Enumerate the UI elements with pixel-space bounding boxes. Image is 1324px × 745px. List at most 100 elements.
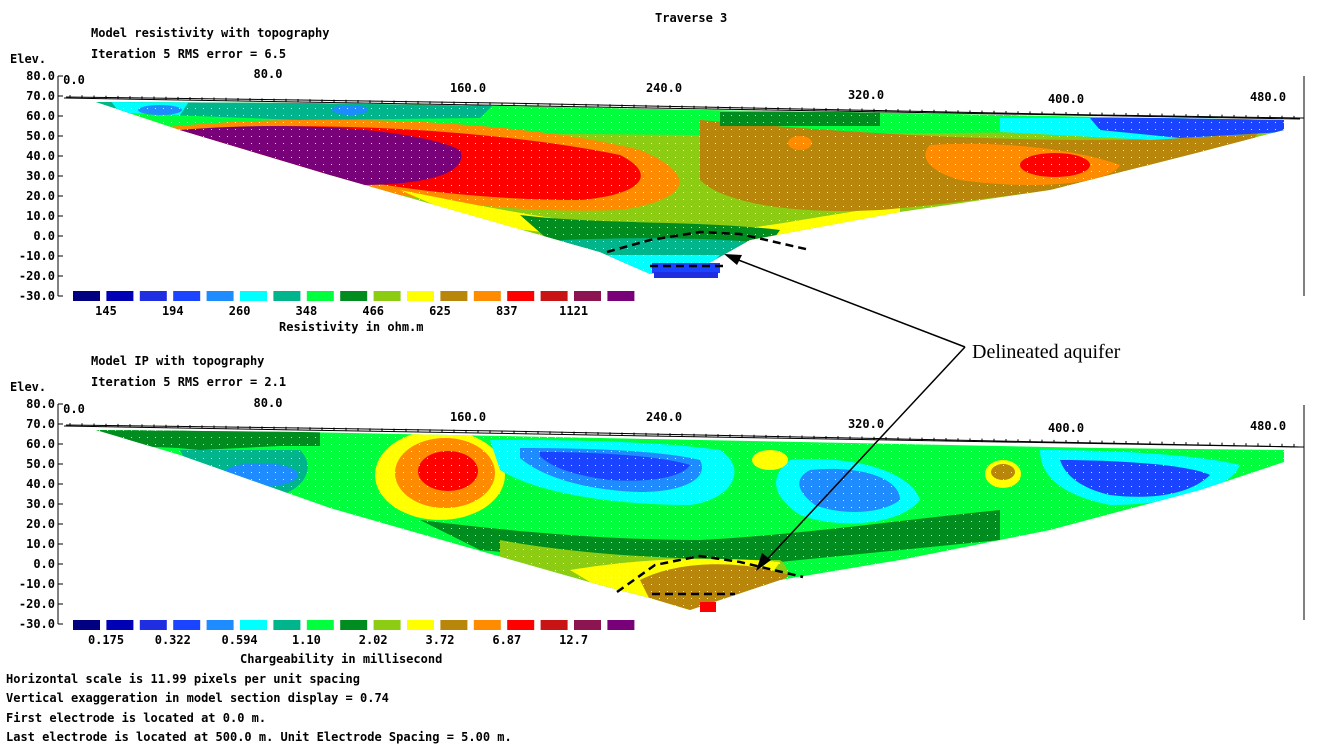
colorbar-label: 0.594 (222, 633, 258, 647)
colorbar-swatch (407, 291, 434, 301)
colorbar-label: 0.322 (155, 633, 191, 647)
x-tick-label: 80.0 (254, 67, 283, 81)
ip-ylabel: Elev. (10, 380, 46, 394)
x-tick-label: 480.0 (1250, 90, 1286, 104)
colorbar-swatch (240, 291, 267, 301)
y-tick-label: 30.0 (26, 169, 55, 183)
x-tick-label: 400.0 (1048, 421, 1084, 435)
y-tick-label: 10.0 (26, 209, 55, 223)
x-tick-label: 320.0 (848, 417, 884, 431)
x-tick-label: 400.0 (1048, 92, 1084, 106)
y-tick-label: 10.0 (26, 537, 55, 551)
colorbar-label: 2.02 (359, 633, 388, 647)
colorbar-swatch (306, 291, 334, 301)
colorbar-swatch (607, 620, 635, 630)
colorbar-swatch (139, 620, 167, 630)
colorbar-label: 625 (429, 304, 451, 318)
y-tick-label: 70.0 (26, 417, 55, 431)
x-tick-label: 80.0 (254, 396, 283, 410)
colorbar-swatch (574, 620, 601, 630)
colorbar-label: 145 (95, 304, 117, 318)
ip-y-axis: 80.0 70.0 60.0 50.0 40.0 30.0 20.0 10.0 0.0 -10.0… (19, 397, 63, 631)
ip-title: Model IP with topography (91, 354, 264, 368)
colorbar-swatch (373, 291, 401, 301)
topography-line-ip (65, 424, 1301, 448)
colorbar-swatch (540, 291, 568, 301)
colorbar-swatch (574, 291, 601, 301)
x-tick-label: 160.0 (450, 81, 486, 95)
aquifer-outline-resistivity (606, 230, 811, 254)
y-tick-label: 0.0 (33, 557, 55, 571)
y-tick-label: 40.0 (26, 477, 55, 491)
colorbar-swatch (173, 620, 201, 630)
y-tick-label: -30.0 (19, 617, 55, 631)
colorbar-swatch (106, 620, 134, 630)
x-tick-label: 240.0 (646, 410, 682, 424)
colorbar-label: 12.7 (559, 633, 588, 647)
colorbar-label: 1121 (559, 304, 588, 318)
colorbar-swatch (273, 291, 301, 301)
footer-line: First electrode is located at 0.0 m. (6, 711, 266, 725)
colorbar-swatch (440, 620, 468, 630)
y-tick-label: 60.0 (26, 109, 55, 123)
topography-line-resistivity (65, 96, 1301, 119)
colorbar-label: 837 (496, 304, 518, 318)
colorbar-swatch (139, 291, 167, 301)
x-tick-label: 240.0 (646, 81, 682, 95)
y-tick-label: -10.0 (19, 249, 55, 263)
ip-colorbar (73, 620, 635, 630)
colorbar-swatch (540, 620, 568, 630)
y-tick-label: -10.0 (19, 577, 55, 591)
colorbar-label: 0.175 (88, 633, 124, 647)
annotation-arrows (724, 254, 966, 571)
colorbar-label: 260 (229, 304, 251, 318)
footer-notes: Horizontal scale is 11.99 pixels per uni… (6, 672, 512, 744)
colorbar-label: 1.10 (292, 633, 321, 647)
resistivity-section (96, 102, 1284, 274)
y-tick-label: -20.0 (19, 597, 55, 611)
colorbar-label: 3.72 (426, 633, 455, 647)
y-tick-label: 40.0 (26, 149, 55, 163)
x-tick-label: 320.0 (848, 88, 884, 102)
colorbar-label: 6.87 (492, 633, 521, 647)
resistivity-panel: Model resistivity with topography Iterat… (10, 26, 1301, 334)
ip-subtitle: Iteration 5 RMS error = 2.1 (91, 375, 286, 389)
colorbar-swatch (173, 291, 201, 301)
colorbar-swatch (340, 620, 368, 630)
colorbar-swatch (306, 620, 334, 630)
x-tick-label: 480.0 (1250, 419, 1286, 433)
colorbar-swatch (273, 620, 301, 630)
colorbar-swatch (73, 291, 100, 301)
ip-colorbar-title: Chargeability in millisecond (240, 652, 442, 666)
aquifer-annotation: Delineated aquifer (972, 341, 1121, 363)
resistivity-x-axis: 0.0 80.0 160.0 240.0 320.0 400.0 480.0 (63, 67, 1301, 120)
footer-line: Last electrode is located at 500.0 m. Un… (6, 730, 512, 744)
colorbar-swatch (373, 620, 401, 630)
colorbar-swatch (507, 291, 535, 301)
y-tick-label: 80.0 (26, 69, 55, 83)
aquifer-outline-ip (616, 554, 804, 594)
colorbar-swatch (440, 291, 468, 301)
aquifer-base-ip (700, 602, 716, 612)
y-tick-label: 50.0 (26, 457, 55, 471)
colorbar-swatch (607, 291, 635, 301)
colorbar-swatch (473, 291, 501, 301)
colorbar-label: 194 (162, 304, 184, 318)
y-tick-label: 20.0 (26, 517, 55, 531)
y-tick-label: 70.0 (26, 89, 55, 103)
colorbar-swatch (340, 291, 368, 301)
resistivity-ylabel: Elev. (10, 52, 46, 66)
ip-section (96, 430, 1284, 610)
y-tick-label: 80.0 (26, 397, 55, 411)
colorbar-label: 348 (296, 304, 318, 318)
y-tick-label: 30.0 (26, 497, 55, 511)
footer-line: Horizontal scale is 11.99 pixels per uni… (6, 672, 360, 686)
x-tick-label: 160.0 (450, 410, 486, 424)
colorbar-swatch (473, 620, 501, 630)
colorbar-swatch (206, 291, 234, 301)
colorbar-swatch (507, 620, 535, 630)
footer-line: Vertical exaggeration in model section d… (6, 691, 389, 705)
colorbar-label: 466 (362, 304, 384, 318)
colorbar-swatch (106, 291, 134, 301)
